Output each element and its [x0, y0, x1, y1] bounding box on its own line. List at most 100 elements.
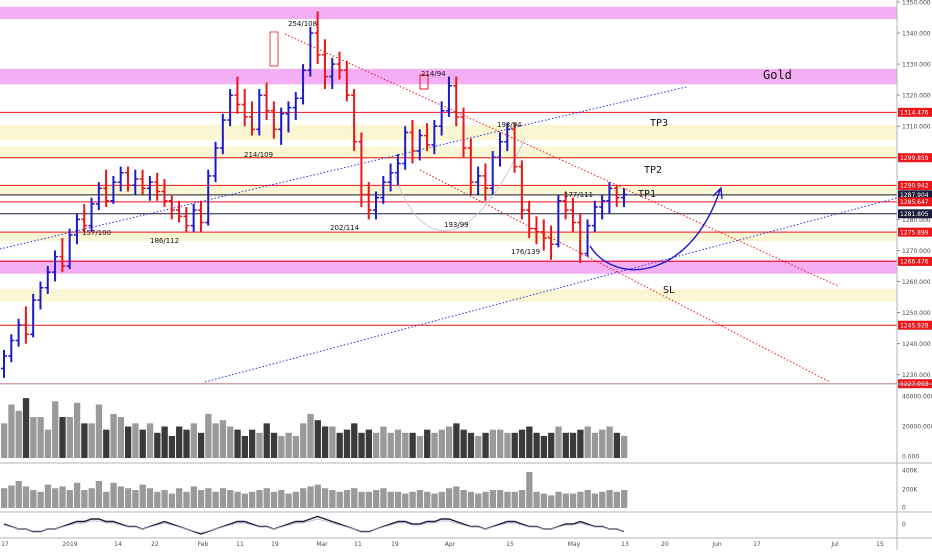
candle-22: [161, 179, 168, 207]
volume2-bar-47: [343, 490, 351, 508]
volume-bar-46: [336, 432, 343, 458]
candle-37: [270, 101, 277, 139]
time-label-13: 13: [621, 541, 629, 548]
candle-58: [424, 123, 431, 152]
volume-tick-2: 0.000: [902, 454, 919, 461]
zone-band-4: [0, 185, 897, 197]
volume-bar-15: [110, 413, 117, 458]
candle-14: [103, 169, 110, 207]
candle-70: [511, 123, 518, 173]
volume-bar-40: [292, 435, 300, 458]
volume-bar-25: [183, 429, 190, 458]
volume2-bar-76: [555, 491, 562, 508]
volume2-bar-32: [234, 491, 241, 508]
volume2-bar-14: [103, 491, 110, 508]
time-label-7: Mar: [316, 541, 328, 548]
volume2-bar-48: [351, 488, 358, 508]
volume-bar-72: [526, 426, 533, 458]
volume2-bar-84: [613, 491, 621, 508]
price-tick-label-3: 1260.000: [902, 279, 931, 286]
candle-66: [482, 163, 489, 201]
volume-bar-33: [241, 435, 249, 458]
candle-55: [402, 126, 409, 170]
price-tick-label-0: 1230.000: [902, 372, 931, 379]
price-tick-label-2: 1250.000: [902, 310, 931, 317]
volume2-bar-58: [424, 491, 431, 508]
candle-72: [526, 200, 533, 239]
volume2-bar-11: [81, 490, 88, 508]
volume-bar-8: [59, 417, 66, 458]
candle-67: [489, 151, 496, 195]
volume-bar-28: [205, 413, 212, 458]
volume-bar-81: [591, 432, 599, 458]
ghost-curve: [394, 137, 526, 232]
volume2-bar-4: [30, 490, 37, 508]
volume-bar-66: [482, 432, 489, 458]
volume-tick-1: 20000.000: [902, 424, 932, 431]
volume-bar-53: [387, 432, 394, 458]
candle-49: [358, 132, 365, 207]
annotation-9: 177/111: [564, 191, 593, 199]
volume-bar-7: [52, 401, 59, 458]
time-axis[interactable]: 17 2019 14 22 Feb 11 19 Mar 11 19 Apr 15 May 13 20 Jun 1…: [1, 541, 884, 548]
price-tick-label-10: 1330.000: [902, 62, 931, 69]
volume2-bar-81: [591, 493, 599, 508]
level-badge-2: [898, 180, 932, 190]
volume-bar-83: [606, 426, 613, 458]
volume2-bar-49: [358, 491, 365, 508]
candle-47: [343, 61, 350, 102]
volume-bar-84: [613, 432, 621, 458]
volume2-bar-83: [606, 490, 613, 508]
candle-26: [190, 203, 197, 232]
candle-59: [431, 120, 438, 155]
volume2-bar-56: [409, 491, 416, 508]
volume2-bar-65: [475, 493, 482, 508]
candle-16: [117, 166, 124, 192]
volume2-bar-15: [110, 482, 117, 508]
candle-54: [394, 154, 401, 186]
time-label-9: 19: [391, 541, 399, 548]
candle-42: [307, 26, 314, 77]
candle-65: [475, 166, 482, 195]
volume2-bar-73: [533, 491, 540, 508]
level-label-0: 1314.476: [900, 110, 929, 117]
volume-bar-65: [475, 435, 482, 458]
volume2-bar-72: [526, 472, 533, 508]
volume-bar-58: [424, 429, 431, 458]
volume-bar-47: [343, 429, 351, 458]
volume2-bar-23: [168, 493, 176, 508]
volume-bar-3: [22, 398, 30, 458]
annotation-1: TP3: [650, 118, 668, 129]
candle-17: [125, 166, 131, 192]
candle-73: [533, 216, 540, 245]
candle-43: [314, 11, 321, 65]
volume-bar-14: [103, 429, 110, 458]
candle-63: [460, 107, 467, 158]
volume-bar-6: [44, 429, 52, 458]
volume-bar-55: [402, 432, 409, 458]
volume2-bar-78: [569, 493, 577, 508]
volume2-bar-59: [431, 493, 438, 508]
volume2-bar-54: [394, 491, 402, 508]
candle-69: [504, 123, 511, 152]
candle-50: [365, 182, 372, 220]
volume-bar-35: [256, 432, 263, 458]
candle-77: [562, 191, 569, 220]
candle-81: [591, 200, 598, 232]
volume2-bar-63: [460, 490, 467, 508]
candle-46: [336, 51, 343, 80]
volume2-bar-31: [227, 490, 234, 508]
volume2-bar-7: [52, 488, 59, 508]
volume2-bar-41: [300, 488, 307, 508]
volume-bar-74: [540, 435, 548, 458]
time-label-2: 14: [114, 541, 122, 548]
volume-bar-54: [394, 429, 402, 458]
price-tick-label-8: 1310.000: [902, 124, 931, 131]
candle-38: [278, 107, 285, 145]
volume2-bar-46: [336, 491, 343, 508]
volume-bar-11: [81, 423, 88, 458]
candle-53: [387, 163, 394, 192]
candle-45: [329, 57, 336, 89]
